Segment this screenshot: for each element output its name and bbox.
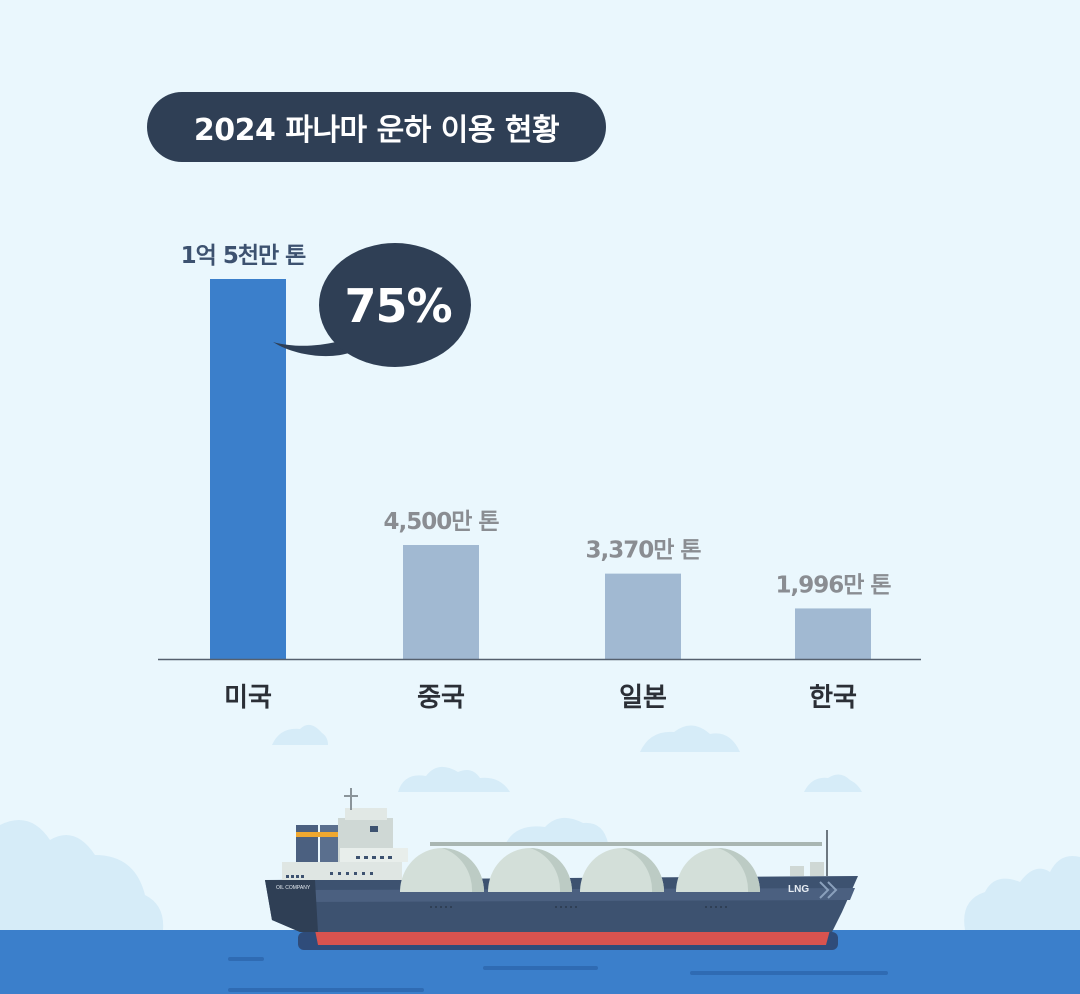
clouds: [0, 724, 1080, 930]
callout-tail: [273, 342, 352, 357]
category-label-2: 일본: [619, 683, 667, 713]
ship-label: LNG: [788, 884, 809, 895]
value-label-0: 1억 5천만 톤: [181, 243, 307, 269]
category-label-1: 중국: [417, 683, 465, 713]
company-label: OIL COMPANY: [276, 885, 311, 891]
bar-1: [403, 545, 479, 659]
chart-title: 2024 파나마 운하 이용 현황: [147, 92, 606, 162]
category-label-0: 미국: [224, 683, 272, 713]
value-label-2: 3,370만 톤: [585, 538, 701, 564]
value-label-3: 1,996만 톤: [775, 572, 891, 598]
lng-ship-illustration: LNG OIL COMPANY: [265, 788, 858, 950]
category-label-3: 한국: [809, 683, 857, 713]
highlight-percent-label: 75%: [344, 279, 451, 333]
bar-2: [605, 573, 681, 659]
callout-bubble: [319, 243, 471, 367]
value-label-1: 4,500만 톤: [383, 509, 499, 535]
bar-3: [795, 608, 871, 659]
bar-0: [210, 279, 286, 659]
